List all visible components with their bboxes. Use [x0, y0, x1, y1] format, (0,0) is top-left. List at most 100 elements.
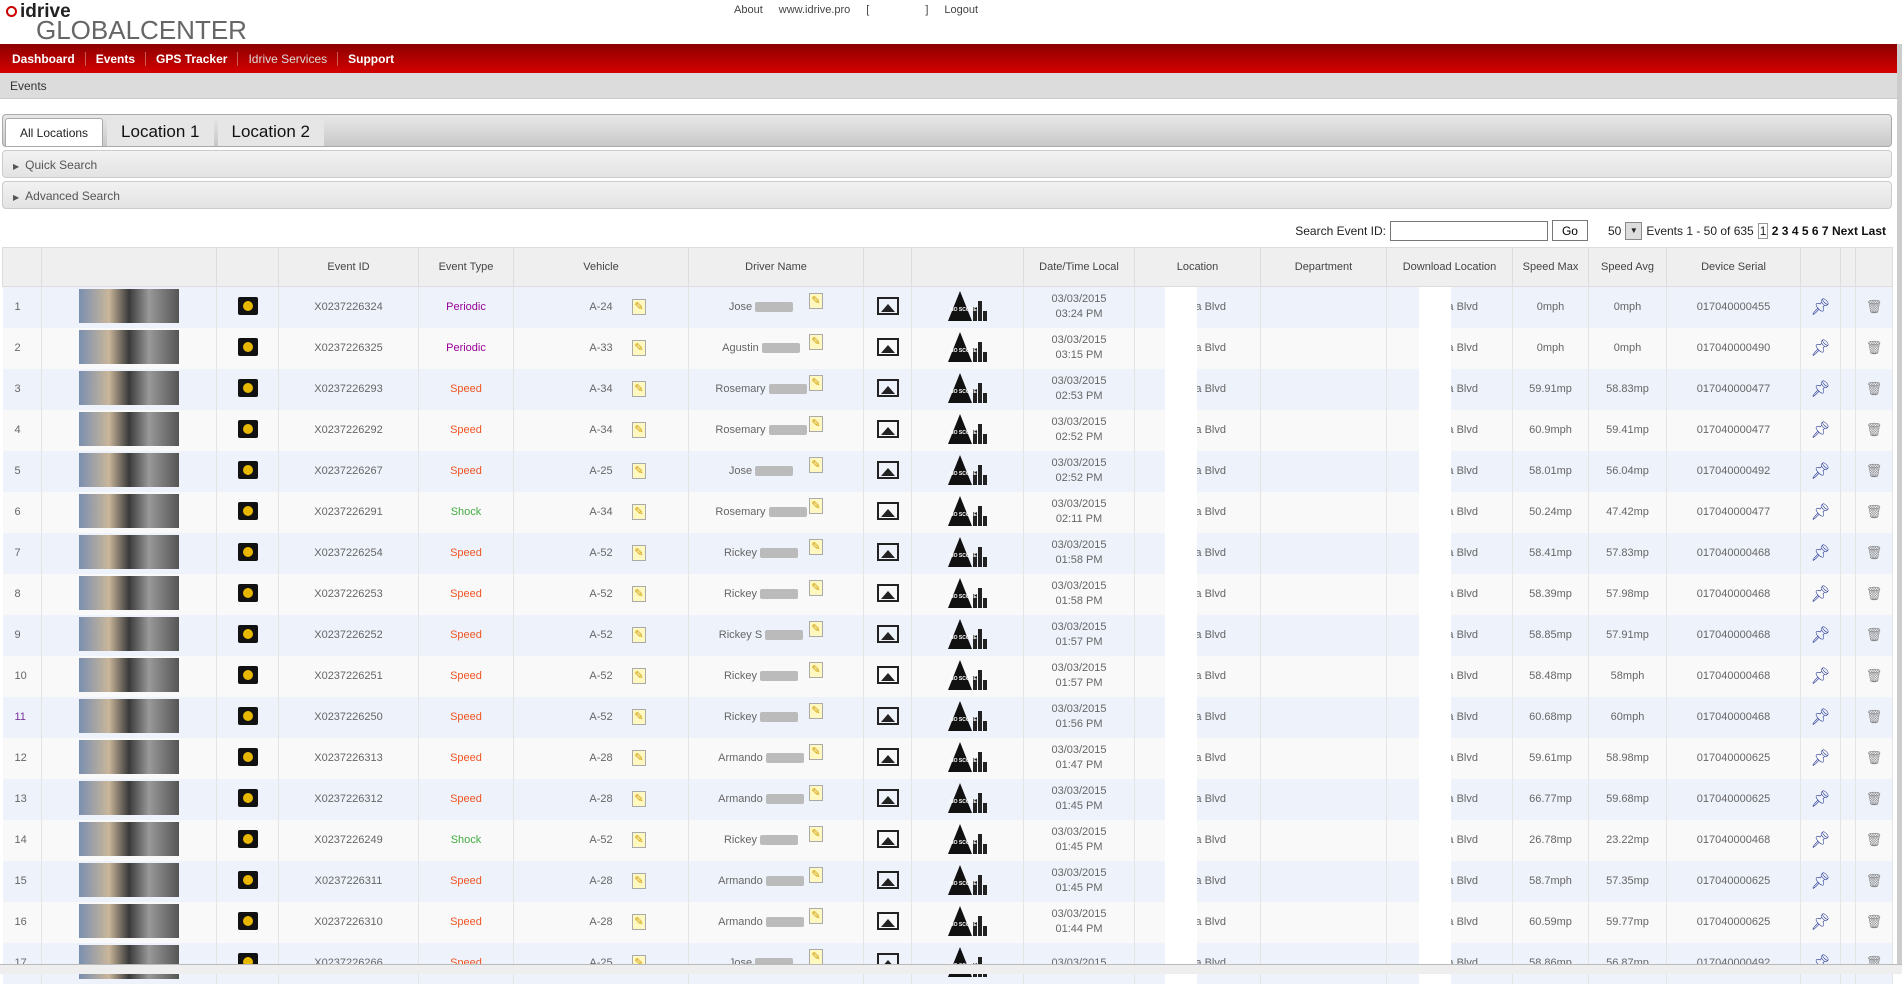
event-thumbnail[interactable]	[41, 286, 217, 328]
edit-driver-icon[interactable]: ✎	[809, 907, 823, 924]
table-row[interactable]: 9 X0237226252 Speed A-52 ✎ Rickey S ✎ NO …	[2, 614, 1893, 656]
no-score-icon[interactable]: NO SCORE	[948, 864, 987, 895]
page-4[interactable]: 4	[1791, 223, 1799, 238]
image-icon[interactable]	[876, 870, 899, 889]
table-row[interactable]: 16 X0237226310 Speed A-28 ✎ Armando ✎ NO …	[2, 901, 1893, 943]
column-header[interactable]: Driver Name	[688, 247, 864, 287]
edit-driver-icon[interactable]: ✎	[809, 743, 823, 760]
column-header[interactable]: Event ID	[278, 247, 419, 287]
no-score-icon[interactable]: NO SCORE	[948, 700, 987, 731]
pushpin-icon[interactable]: 📌︎	[1810, 381, 1831, 398]
trash-icon[interactable]: 🗑︎	[1865, 873, 1883, 888]
per-page-dropdown[interactable]: ▼	[1625, 221, 1643, 240]
no-score-icon[interactable]: NO SCORE	[948, 577, 987, 608]
event-thumbnail[interactable]	[41, 327, 217, 369]
table-row[interactable]: 13 X0237226312 Speed A-28 ✎ Armando ✎ NO …	[2, 778, 1893, 820]
thumbnail-image[interactable]	[79, 698, 179, 733]
nav-support[interactable]: Support	[348, 51, 395, 66]
camera-icon[interactable]	[237, 296, 258, 315]
table-row[interactable]: 11 X0237226250 Speed A-52 ✎ Rickey ✎ NO S…	[2, 696, 1893, 738]
no-score-icon[interactable]: NO SCORE	[948, 659, 987, 690]
edit-vehicle-icon[interactable]: ✎	[632, 380, 646, 397]
edit-vehicle-icon[interactable]: ✎	[632, 299, 646, 315]
thumbnail-image[interactable]	[79, 616, 179, 651]
go-button[interactable]: Go	[1551, 220, 1588, 241]
edit-driver-icon[interactable]: ✎	[809, 538, 823, 555]
edit-driver-icon[interactable]: ✎	[809, 497, 823, 514]
pushpin-icon[interactable]: 📌︎	[1810, 832, 1831, 849]
no-score-icon[interactable]: NO SCORE	[948, 741, 987, 772]
camera-icon[interactable]	[237, 378, 258, 397]
image-icon[interactable]	[876, 706, 899, 725]
edit-driver-icon[interactable]: ✎	[809, 620, 823, 637]
nav-events[interactable]: Events	[86, 51, 147, 66]
pushpin-icon[interactable]: 📌︎	[1810, 586, 1831, 603]
event-thumbnail[interactable]	[41, 532, 217, 574]
nav-gps-tracker[interactable]: GPS Tracker	[146, 51, 239, 66]
camera-icon[interactable]	[237, 624, 258, 643]
trash-icon[interactable]: 🗑︎	[1865, 340, 1883, 355]
event-thumbnail[interactable]	[41, 368, 217, 410]
event-thumbnail[interactable]	[41, 573, 217, 615]
tab-location-1[interactable]: Location 1	[107, 118, 214, 146]
trash-icon[interactable]: 🗑︎	[1865, 832, 1883, 847]
table-row[interactable]: 6 X0237226291 Shock A-34 ✎ Rosemary ✎ NO …	[2, 491, 1893, 533]
edit-vehicle-icon[interactable]: ✎	[632, 913, 646, 930]
edit-vehicle-icon[interactable]: ✎	[632, 872, 646, 889]
logo[interactable]: idrive	[6, 1, 71, 23]
no-score-icon[interactable]: NO SCORE	[948, 618, 987, 649]
column-header[interactable]: Device Serial	[1666, 247, 1801, 287]
image-icon[interactable]	[876, 501, 899, 520]
edit-vehicle-icon[interactable]: ✎	[632, 503, 646, 520]
pushpin-icon[interactable]: 📌︎	[1810, 545, 1831, 562]
column-header[interactable]	[1855, 247, 1893, 287]
pushpin-icon[interactable]: 📌︎	[1810, 750, 1831, 767]
event-thumbnail[interactable]	[41, 491, 217, 533]
no-score-icon[interactable]: NO SCORE	[948, 823, 987, 854]
trash-icon[interactable]: 🗑︎	[1865, 627, 1883, 642]
nav-idrive-services[interactable]: Idrive Services	[238, 51, 339, 66]
event-thumbnail[interactable]	[41, 737, 217, 779]
thumbnail-image[interactable]	[79, 657, 179, 692]
camera-icon[interactable]	[237, 583, 258, 602]
table-row[interactable]: 14 X0237226249 Shock A-52 ✎ Rickey ✎ NO S…	[2, 819, 1893, 861]
edit-driver-icon[interactable]: ✎	[809, 333, 823, 350]
event-thumbnail[interactable]	[41, 778, 217, 820]
no-score-icon[interactable]: NO SCORE	[948, 413, 987, 444]
trash-icon[interactable]: 🗑︎	[1865, 299, 1883, 315]
column-header[interactable]	[1840, 247, 1856, 287]
trash-icon[interactable]: 🗑︎	[1865, 791, 1883, 806]
table-row[interactable]: 5 X0237226267 Speed A-25 ✎ Jose ✎ NO SCOR…	[2, 450, 1893, 492]
table-row[interactable]: 17 X0237226266 Speed A-25✎ Jose ✎ NO SCO…	[2, 942, 1893, 984]
edit-driver-icon[interactable]: ✎	[809, 825, 823, 842]
thumbnail-image[interactable]	[79, 288, 179, 323]
table-row[interactable]: 12 X0237226313 Speed A-28 ✎ Armando ✎ NO …	[2, 737, 1893, 779]
no-score-icon[interactable]: NO SCORE	[948, 372, 987, 403]
event-thumbnail[interactable]	[41, 860, 217, 902]
tab-location-2[interactable]: Location 2	[217, 118, 324, 146]
column-header[interactable]: Speed Avg	[1588, 247, 1667, 287]
edit-driver-icon[interactable]: ✎	[809, 784, 823, 801]
edit-driver-icon[interactable]: ✎	[809, 415, 823, 432]
trash-icon[interactable]: 🗑︎	[1865, 463, 1883, 478]
page-3[interactable]: 3	[1781, 223, 1789, 238]
nav-dashboard[interactable]: Dashboard	[12, 51, 86, 66]
edit-driver-icon[interactable]: ✎	[809, 702, 823, 719]
column-header[interactable]	[911, 247, 1024, 287]
pushpin-icon[interactable]: 📌︎	[1810, 914, 1831, 931]
horizontal-scrollbar[interactable]	[0, 964, 1902, 974]
event-thumbnail[interactable]	[41, 942, 217, 984]
next-page[interactable]: Next	[1831, 223, 1858, 238]
edit-driver-icon[interactable]: ✎	[809, 579, 823, 596]
logout-link[interactable]: Logout	[944, 4, 979, 16]
camera-icon[interactable]	[237, 788, 258, 807]
camera-icon[interactable]	[237, 542, 258, 561]
image-icon[interactable]	[876, 665, 899, 684]
trash-icon[interactable]: 🗑︎	[1865, 586, 1883, 601]
table-row[interactable]: 2 X0237226325 Periodic A-33 ✎ Agustin ✎ N…	[2, 327, 1893, 369]
camera-icon[interactable]	[237, 747, 258, 766]
column-header[interactable]: Download Location	[1386, 247, 1513, 287]
edit-vehicle-icon[interactable]: ✎	[632, 544, 646, 561]
image-icon[interactable]	[876, 296, 899, 315]
no-score-icon[interactable]: NO SCORE	[948, 454, 987, 485]
